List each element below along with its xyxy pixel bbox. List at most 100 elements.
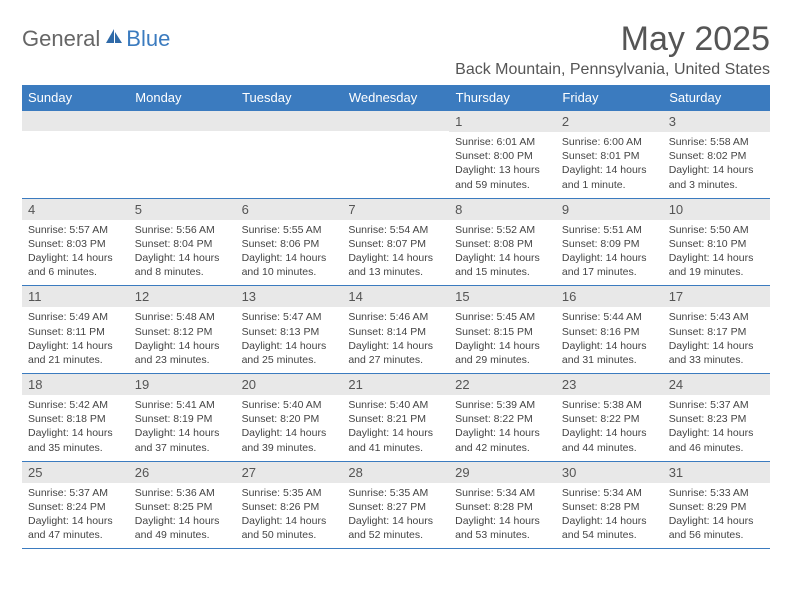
cell-body: Sunrise: 5:52 AMSunset: 8:08 PMDaylight:… (449, 220, 556, 286)
date-number (22, 111, 129, 131)
date-number: 26 (129, 462, 236, 483)
daylight-text: Daylight: 14 hours and 50 minutes. (242, 514, 337, 542)
daylight-text: Daylight: 14 hours and 47 minutes. (28, 514, 123, 542)
sunset-text: Sunset: 8:17 PM (669, 325, 764, 339)
cell-body: Sunrise: 5:42 AMSunset: 8:18 PMDaylight:… (22, 395, 129, 461)
sunrise-text: Sunrise: 5:37 AM (669, 398, 764, 412)
date-number: 2 (556, 111, 663, 132)
sunset-text: Sunset: 8:00 PM (455, 149, 550, 163)
cell-body: Sunrise: 5:45 AMSunset: 8:15 PMDaylight:… (449, 307, 556, 373)
cell-body: Sunrise: 5:57 AMSunset: 8:03 PMDaylight:… (22, 220, 129, 286)
cell-body: Sunrise: 5:44 AMSunset: 8:16 PMDaylight:… (556, 307, 663, 373)
cell-body: Sunrise: 5:40 AMSunset: 8:20 PMDaylight:… (236, 395, 343, 461)
cell-body (129, 131, 236, 189)
sunrise-text: Sunrise: 5:50 AM (669, 223, 764, 237)
daylight-text: Daylight: 14 hours and 23 minutes. (135, 339, 230, 367)
cell-body: Sunrise: 5:40 AMSunset: 8:21 PMDaylight:… (342, 395, 449, 461)
sunset-text: Sunset: 8:10 PM (669, 237, 764, 251)
cell-body (236, 131, 343, 189)
date-number: 21 (342, 374, 449, 395)
sunset-text: Sunset: 8:07 PM (348, 237, 443, 251)
calendar-cell: 11Sunrise: 5:49 AMSunset: 8:11 PMDayligh… (22, 286, 129, 374)
sunrise-text: Sunrise: 5:38 AM (562, 398, 657, 412)
day-header-tuesday: Tuesday (236, 85, 343, 111)
date-number: 3 (663, 111, 770, 132)
calendar-cell: 30Sunrise: 5:34 AMSunset: 8:28 PMDayligh… (556, 461, 663, 549)
cell-body: Sunrise: 5:39 AMSunset: 8:22 PMDaylight:… (449, 395, 556, 461)
sunrise-text: Sunrise: 5:57 AM (28, 223, 123, 237)
sunset-text: Sunset: 8:27 PM (348, 500, 443, 514)
cell-body: Sunrise: 5:37 AMSunset: 8:24 PMDaylight:… (22, 483, 129, 549)
daylight-text: Daylight: 14 hours and 27 minutes. (348, 339, 443, 367)
sunset-text: Sunset: 8:25 PM (135, 500, 230, 514)
calendar-cell: 5Sunrise: 5:56 AMSunset: 8:04 PMDaylight… (129, 198, 236, 286)
logo-text-blue: Blue (126, 26, 170, 52)
sunrise-text: Sunrise: 5:33 AM (669, 486, 764, 500)
sunset-text: Sunset: 8:23 PM (669, 412, 764, 426)
header-right: May 2025 Back Mountain, Pennsylvania, Un… (455, 20, 770, 79)
sunrise-text: Sunrise: 5:51 AM (562, 223, 657, 237)
daylight-text: Daylight: 14 hours and 35 minutes. (28, 426, 123, 454)
sunrise-text: Sunrise: 5:43 AM (669, 310, 764, 324)
daylight-text: Daylight: 14 hours and 54 minutes. (562, 514, 657, 542)
month-title: May 2025 (455, 20, 770, 59)
daylight-text: Daylight: 14 hours and 52 minutes. (348, 514, 443, 542)
date-number: 12 (129, 286, 236, 307)
daylight-text: Daylight: 13 hours and 59 minutes. (455, 163, 550, 191)
calendar-cell: 20Sunrise: 5:40 AMSunset: 8:20 PMDayligh… (236, 374, 343, 462)
calendar-cell: 25Sunrise: 5:37 AMSunset: 8:24 PMDayligh… (22, 461, 129, 549)
sunset-text: Sunset: 8:18 PM (28, 412, 123, 426)
calendar-cell: 22Sunrise: 5:39 AMSunset: 8:22 PMDayligh… (449, 374, 556, 462)
date-number: 18 (22, 374, 129, 395)
sunrise-text: Sunrise: 5:58 AM (669, 135, 764, 149)
calendar-cell: 3Sunrise: 5:58 AMSunset: 8:02 PMDaylight… (663, 111, 770, 199)
sunset-text: Sunset: 8:06 PM (242, 237, 337, 251)
sunrise-text: Sunrise: 5:55 AM (242, 223, 337, 237)
calendar-cell: 15Sunrise: 5:45 AMSunset: 8:15 PMDayligh… (449, 286, 556, 374)
date-number: 25 (22, 462, 129, 483)
daylight-text: Daylight: 14 hours and 41 minutes. (348, 426, 443, 454)
daylight-text: Daylight: 14 hours and 10 minutes. (242, 251, 337, 279)
day-header-friday: Friday (556, 85, 663, 111)
calendar-cell: 23Sunrise: 5:38 AMSunset: 8:22 PMDayligh… (556, 374, 663, 462)
date-number: 8 (449, 199, 556, 220)
daylight-text: Daylight: 14 hours and 29 minutes. (455, 339, 550, 367)
sunrise-text: Sunrise: 5:37 AM (28, 486, 123, 500)
week-row: 4Sunrise: 5:57 AMSunset: 8:03 PMDaylight… (22, 198, 770, 286)
sunrise-text: Sunrise: 5:42 AM (28, 398, 123, 412)
cell-body: Sunrise: 5:54 AMSunset: 8:07 PMDaylight:… (342, 220, 449, 286)
cell-body: Sunrise: 5:58 AMSunset: 8:02 PMDaylight:… (663, 132, 770, 198)
sunrise-text: Sunrise: 5:39 AM (455, 398, 550, 412)
sunrise-text: Sunrise: 5:52 AM (455, 223, 550, 237)
calendar-cell: 6Sunrise: 5:55 AMSunset: 8:06 PMDaylight… (236, 198, 343, 286)
sunset-text: Sunset: 8:01 PM (562, 149, 657, 163)
sunset-text: Sunset: 8:26 PM (242, 500, 337, 514)
calendar-cell: 8Sunrise: 5:52 AMSunset: 8:08 PMDaylight… (449, 198, 556, 286)
cell-body: Sunrise: 5:50 AMSunset: 8:10 PMDaylight:… (663, 220, 770, 286)
week-row: 11Sunrise: 5:49 AMSunset: 8:11 PMDayligh… (22, 286, 770, 374)
day-header-wednesday: Wednesday (342, 85, 449, 111)
sunset-text: Sunset: 8:22 PM (455, 412, 550, 426)
sunset-text: Sunset: 8:13 PM (242, 325, 337, 339)
cell-body: Sunrise: 5:46 AMSunset: 8:14 PMDaylight:… (342, 307, 449, 373)
sunset-text: Sunset: 8:04 PM (135, 237, 230, 251)
cell-body: Sunrise: 5:48 AMSunset: 8:12 PMDaylight:… (129, 307, 236, 373)
daylight-text: Daylight: 14 hours and 46 minutes. (669, 426, 764, 454)
date-number: 15 (449, 286, 556, 307)
sunset-text: Sunset: 8:11 PM (28, 325, 123, 339)
sunset-text: Sunset: 8:02 PM (669, 149, 764, 163)
date-number: 13 (236, 286, 343, 307)
calendar-cell: 10Sunrise: 5:50 AMSunset: 8:10 PMDayligh… (663, 198, 770, 286)
calendar-cell: 29Sunrise: 5:34 AMSunset: 8:28 PMDayligh… (449, 461, 556, 549)
calendar-cell (129, 111, 236, 199)
calendar-cell: 17Sunrise: 5:43 AMSunset: 8:17 PMDayligh… (663, 286, 770, 374)
sunrise-text: Sunrise: 6:01 AM (455, 135, 550, 149)
cell-body (342, 131, 449, 189)
sunset-text: Sunset: 8:12 PM (135, 325, 230, 339)
week-row: 1Sunrise: 6:01 AMSunset: 8:00 PMDaylight… (22, 111, 770, 199)
daylight-text: Daylight: 14 hours and 8 minutes. (135, 251, 230, 279)
cell-body: Sunrise: 5:41 AMSunset: 8:19 PMDaylight:… (129, 395, 236, 461)
sunset-text: Sunset: 8:24 PM (28, 500, 123, 514)
sunrise-text: Sunrise: 5:35 AM (348, 486, 443, 500)
day-header-saturday: Saturday (663, 85, 770, 111)
